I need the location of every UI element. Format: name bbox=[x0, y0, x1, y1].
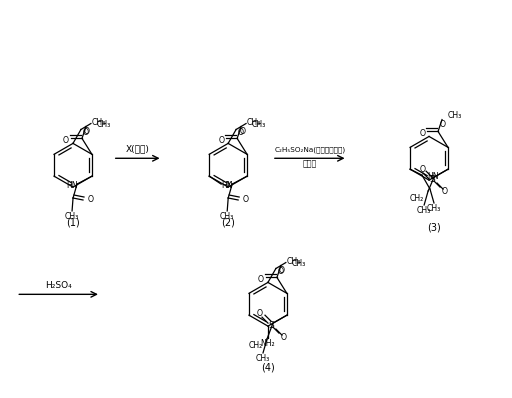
Text: (2): (2) bbox=[221, 218, 235, 228]
Text: CH₃: CH₃ bbox=[292, 259, 306, 268]
Text: O: O bbox=[281, 333, 287, 341]
Text: HN: HN bbox=[427, 172, 438, 181]
Text: O: O bbox=[278, 267, 284, 276]
Text: CH₃: CH₃ bbox=[287, 257, 301, 266]
Text: O: O bbox=[442, 187, 448, 195]
Text: S: S bbox=[429, 175, 435, 183]
Text: O: O bbox=[243, 195, 249, 203]
Text: CH₃: CH₃ bbox=[427, 205, 441, 213]
Text: O: O bbox=[239, 127, 245, 136]
Text: CH₂: CH₂ bbox=[410, 193, 424, 203]
Text: O: O bbox=[88, 195, 94, 203]
Text: O: O bbox=[257, 309, 263, 318]
Text: CH₃: CH₃ bbox=[448, 111, 462, 120]
Text: CH₃: CH₃ bbox=[417, 207, 431, 215]
Text: CH₃: CH₃ bbox=[65, 213, 79, 221]
Text: CH₃: CH₃ bbox=[247, 118, 261, 127]
Text: O: O bbox=[218, 136, 224, 145]
Text: CH₃: CH₃ bbox=[92, 118, 106, 127]
Text: X(卤素): X(卤素) bbox=[126, 144, 150, 153]
Text: O: O bbox=[258, 275, 264, 284]
Text: HN: HN bbox=[222, 181, 233, 189]
Text: O: O bbox=[63, 136, 69, 145]
Text: (3): (3) bbox=[427, 223, 441, 233]
Text: 催化剂: 催化剂 bbox=[303, 160, 317, 169]
Text: CH₃: CH₃ bbox=[97, 120, 111, 129]
Text: O: O bbox=[279, 266, 285, 275]
Text: C₂H₅SO₂Na(乙基亚磺酸钠): C₂H₅SO₂Na(乙基亚磺酸钠) bbox=[274, 146, 345, 153]
Text: CH₃: CH₃ bbox=[256, 354, 270, 363]
Text: O: O bbox=[83, 128, 89, 137]
Text: O: O bbox=[84, 127, 90, 136]
Text: HN: HN bbox=[67, 181, 78, 189]
Text: O: O bbox=[419, 129, 425, 138]
Text: CH₂: CH₂ bbox=[249, 341, 263, 351]
Text: H₂SO₄: H₂SO₄ bbox=[45, 281, 72, 290]
Text: NH₂: NH₂ bbox=[261, 339, 275, 349]
Text: S: S bbox=[268, 321, 274, 330]
Text: X: X bbox=[226, 181, 232, 189]
Text: (4): (4) bbox=[261, 363, 275, 373]
Text: CH₃: CH₃ bbox=[220, 213, 234, 221]
Text: (1): (1) bbox=[66, 218, 80, 228]
Text: O: O bbox=[419, 165, 425, 174]
Text: O: O bbox=[440, 120, 446, 129]
Text: CH₃: CH₃ bbox=[252, 120, 266, 129]
Text: O: O bbox=[238, 128, 244, 137]
